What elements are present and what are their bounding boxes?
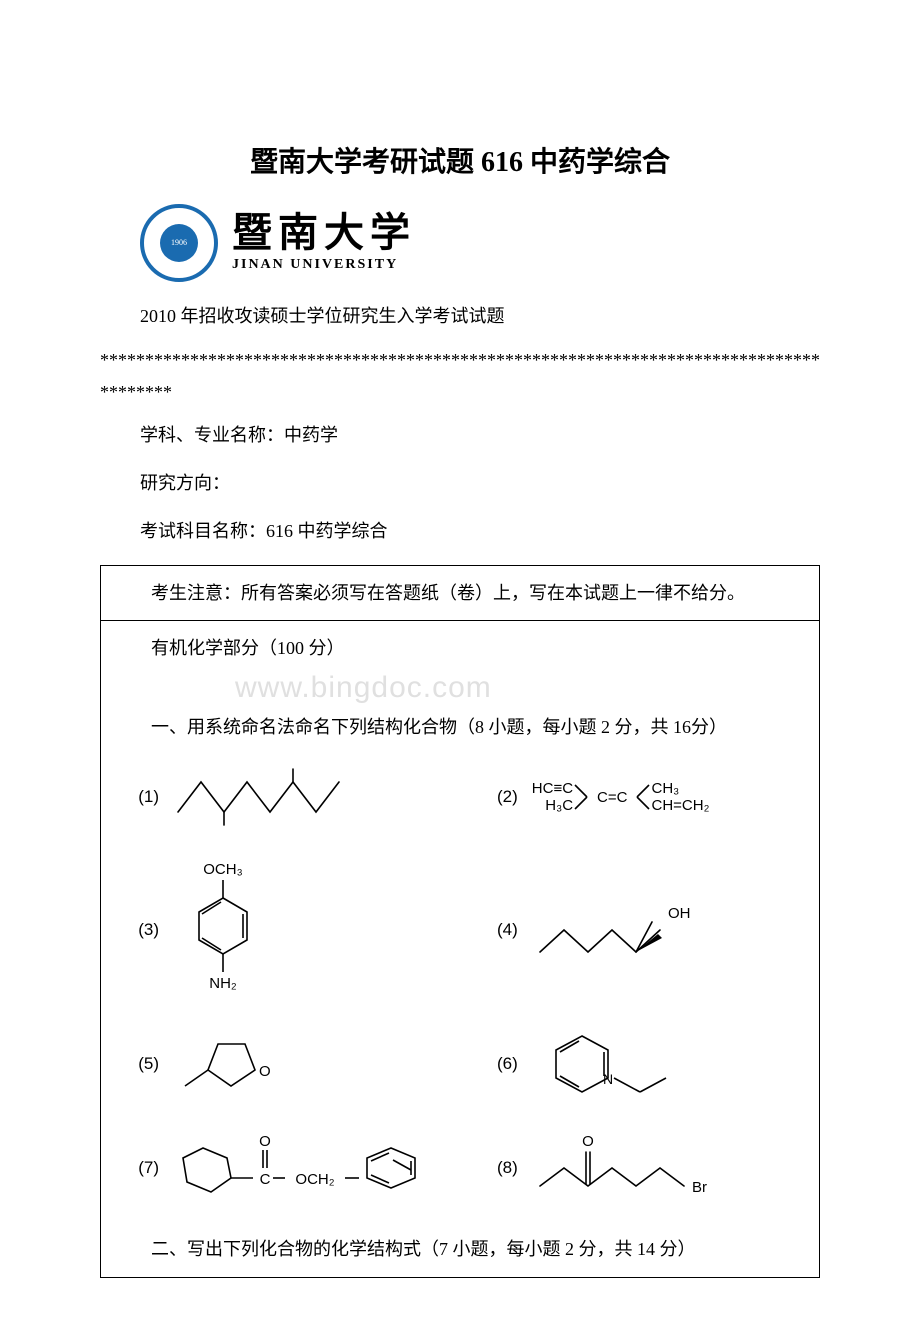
question-grid: (1) (2) bbox=[115, 758, 805, 1208]
q-num-5: (5) bbox=[115, 1048, 159, 1080]
svg-text:OH: OH bbox=[668, 905, 691, 922]
svg-text:O: O bbox=[259, 1133, 271, 1150]
q2-l1: HC≡C bbox=[532, 780, 573, 797]
q-num-4: (4) bbox=[474, 914, 518, 946]
q2-l4: CH=CH₂ bbox=[651, 797, 709, 814]
structure-6: N bbox=[532, 1024, 692, 1104]
q2-l3: CH₃ bbox=[651, 780, 709, 797]
university-seal: 1906 bbox=[140, 204, 218, 282]
exam-name-field: 考试科目名称：616 中药学综合 bbox=[140, 517, 820, 543]
svg-text:OCH₂: OCH₂ bbox=[295, 1171, 334, 1188]
q-num-2: (2) bbox=[474, 781, 518, 813]
q-num-1: (1) bbox=[115, 781, 159, 813]
notice-text: 考生注意：所有答案必须写在答题纸（卷）上，写在本试题上一律不给分。 bbox=[101, 566, 819, 621]
svg-text:O: O bbox=[582, 1133, 594, 1150]
svg-text:Br: Br bbox=[692, 1179, 707, 1196]
separator-asterisks: ****************************************… bbox=[100, 344, 820, 409]
university-logo: 1906 暨南大学 JINAN UNIVERSITY bbox=[140, 204, 820, 282]
svg-text:C: C bbox=[260, 1171, 271, 1188]
svg-text:O: O bbox=[259, 1063, 271, 1080]
watermark-text: www.bingdoc.com bbox=[235, 659, 805, 716]
seal-year: 1906 bbox=[171, 239, 187, 248]
svg-text:NH₂: NH₂ bbox=[209, 975, 237, 992]
structure-7: O C OCH₂ bbox=[173, 1128, 453, 1208]
q-num-8: (8) bbox=[474, 1152, 518, 1184]
q-num-7: (7) bbox=[115, 1152, 159, 1184]
q2-section-header: 二、写出下列化合物的化学结构式（7 小题，每小题 2 分，共 14 分） bbox=[115, 1232, 805, 1266]
university-name-en: JINAN UNIVERSITY bbox=[232, 257, 416, 273]
exam-subtitle: 2010 年招收攻读硕士学位研究生入学考试试题 bbox=[140, 302, 820, 328]
structure-4: OH bbox=[532, 890, 702, 970]
structure-2: HC≡C H₃C C=C CH₃ CH=CH₂ bbox=[532, 779, 710, 815]
content-box: 考生注意：所有答案必须写在答题纸（卷）上，写在本试题上一律不给分。 有机化学部分… bbox=[100, 565, 820, 1278]
q-num-6: (6) bbox=[474, 1048, 518, 1080]
svg-text:OCH₃: OCH₃ bbox=[203, 861, 242, 878]
structure-1 bbox=[173, 767, 353, 827]
page-title: 暨南大学考研试题 616 中药学综合 bbox=[100, 140, 820, 180]
subject-field: 学科、专业名称：中药学 bbox=[140, 421, 820, 447]
q2-l2a: H₃C bbox=[532, 797, 573, 814]
structure-8: O Br bbox=[532, 1128, 732, 1208]
direction-field: 研究方向： bbox=[140, 469, 820, 495]
section-body: 有机化学部分（100 分） www.bingdoc.com 一、用系统命名法命名… bbox=[101, 621, 819, 1277]
structure-5: O bbox=[173, 1024, 293, 1104]
svg-text:N: N bbox=[603, 1071, 613, 1087]
university-name-cn: 暨南大学 bbox=[232, 213, 416, 253]
structure-3: OCH₃ NH₂ bbox=[173, 860, 273, 1000]
q-num-3: (3) bbox=[115, 914, 159, 946]
